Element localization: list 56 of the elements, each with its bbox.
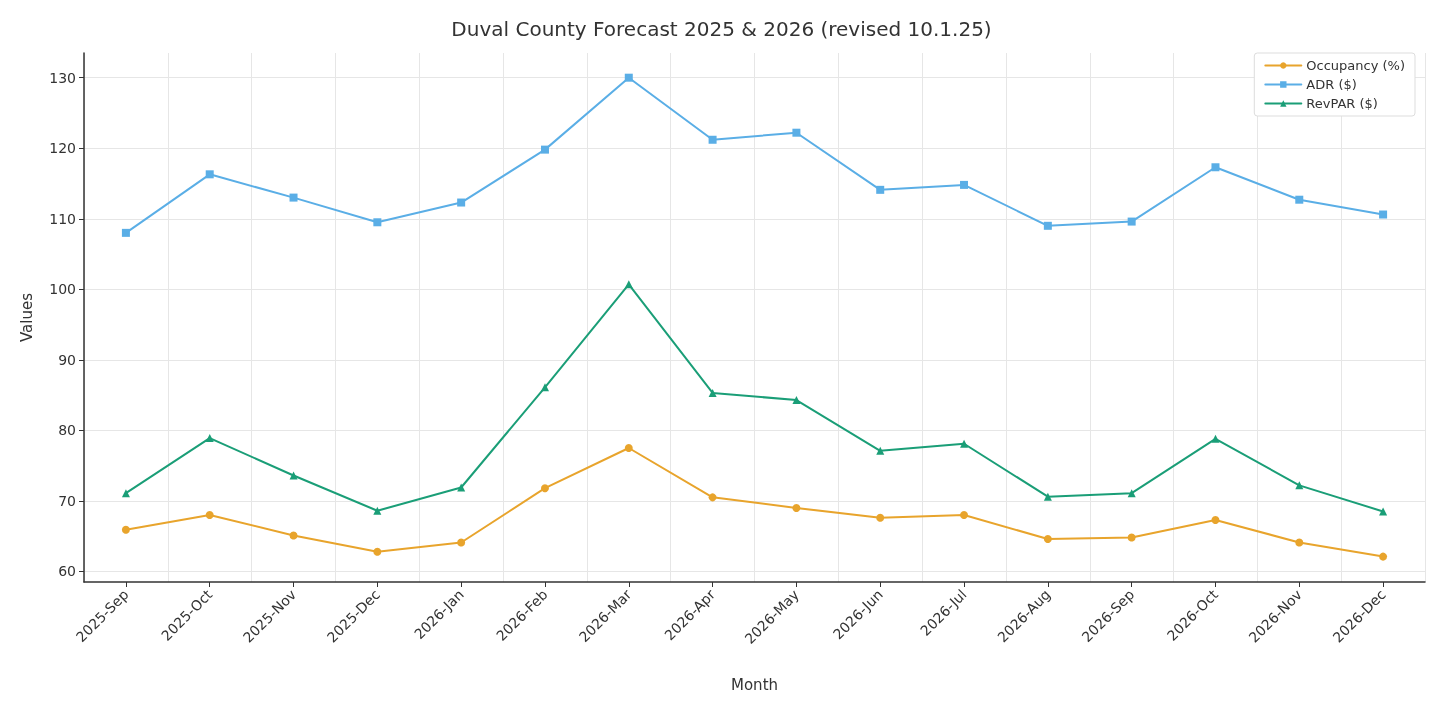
y-axis-title: Values (17, 292, 36, 343)
y-tick-label: 100 (49, 281, 76, 298)
y-tick-label: 110 (49, 210, 76, 227)
point (876, 513, 885, 522)
point (373, 547, 382, 556)
legend-label: ADR ($) (1306, 77, 1357, 92)
point (624, 73, 633, 82)
point (289, 531, 298, 540)
point (121, 489, 130, 498)
point (1043, 492, 1052, 501)
point (1043, 534, 1052, 543)
y-tick-label: 90 (58, 351, 76, 368)
point (792, 503, 801, 512)
point (792, 128, 801, 137)
point (373, 218, 382, 227)
x-axis-title: Month (730, 675, 779, 694)
point (708, 135, 717, 144)
point (289, 193, 298, 202)
point (1127, 489, 1136, 498)
y-tick-label: 80 (58, 422, 76, 439)
point (1043, 221, 1052, 230)
y-tick-label: 120 (49, 140, 76, 157)
point (1295, 195, 1304, 204)
point (121, 228, 130, 237)
point (1127, 533, 1136, 542)
point (1211, 163, 1220, 172)
point (708, 493, 717, 502)
chart-title: Duval County Forecast 2025 & 2026 (revised 10.1.25) (451, 17, 992, 41)
y-tick-label: 70 (58, 492, 76, 509)
point (1295, 538, 1304, 547)
point (205, 170, 214, 179)
point (540, 145, 549, 154)
point (1379, 552, 1388, 561)
legend-label: RevPAR ($) (1306, 96, 1378, 111)
point (540, 484, 549, 493)
point (457, 538, 466, 547)
point (373, 506, 382, 515)
y-tick-label: 130 (49, 69, 76, 86)
point (457, 198, 466, 207)
point (960, 511, 969, 519)
point (960, 439, 969, 448)
point (1211, 434, 1220, 443)
legend-label: Occupancy (%) (1306, 58, 1406, 73)
y-tick-label: 60 (58, 563, 76, 580)
point (540, 383, 549, 392)
point (960, 180, 969, 189)
point (1211, 515, 1220, 524)
point (121, 525, 130, 534)
point (205, 511, 214, 519)
point (876, 185, 885, 194)
point (792, 396, 801, 405)
point (624, 443, 633, 452)
point (1379, 210, 1388, 219)
point (708, 388, 717, 397)
point (1127, 217, 1136, 226)
point (876, 446, 885, 455)
